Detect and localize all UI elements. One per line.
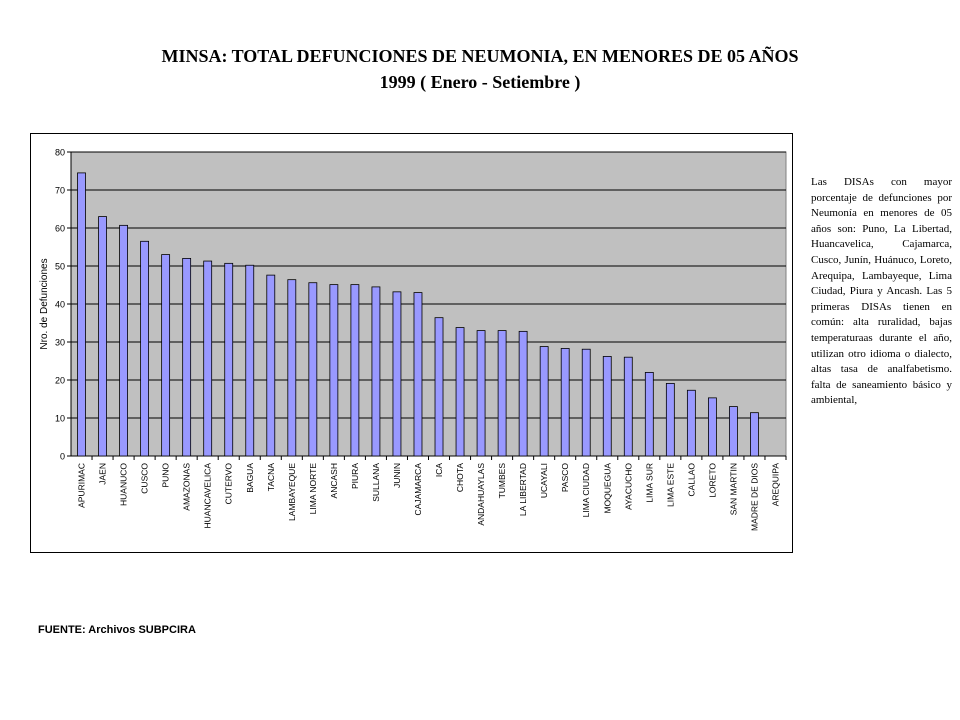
bar — [581, 348, 591, 457]
x-tick-label: ICA — [434, 463, 444, 478]
y-tick-label: 0 — [60, 452, 65, 462]
y-tick-label: 60 — [55, 224, 65, 234]
x-tick-label: AMAZONAS — [182, 463, 192, 511]
x-tick-label: LIMA ESTE — [665, 463, 675, 507]
bar — [413, 292, 423, 457]
bar — [350, 284, 360, 457]
bar — [476, 330, 486, 457]
x-tick-label: APURIMAC — [77, 463, 87, 508]
x-tick-label: CALLAO — [686, 463, 696, 497]
y-axis-label: Nro. de Defunciones — [39, 258, 50, 349]
x-tick-label: HUANUCO — [119, 463, 129, 506]
x-tick-label: HUANCAVELICA — [203, 463, 213, 529]
bar — [602, 356, 612, 457]
bar — [665, 383, 675, 457]
bar — [140, 240, 149, 457]
bar-chart: 0 10 20 30 40 50 60 70 80 Nro. de Defunciones APUR… — [39, 148, 787, 531]
bar — [161, 254, 171, 457]
bar — [287, 279, 297, 457]
x-tick-label: TUMBES — [497, 463, 507, 499]
bar — [434, 317, 444, 457]
bar — [392, 291, 402, 457]
x-tick-label: TACNA — [266, 463, 276, 492]
x-tick-label: UCAYALI — [539, 463, 549, 498]
x-tick-label: LIMA SUR — [644, 463, 654, 503]
bar — [224, 262, 234, 457]
x-tick-label: CHOTA — [455, 463, 465, 492]
x-tick-label: JAEN — [98, 463, 108, 485]
x-tick-label: LAMBAYEQUE — [287, 463, 297, 521]
x-tick-label: ANDAHUAYLAS — [476, 463, 486, 526]
bar — [266, 274, 276, 457]
y-tick-label: 10 — [55, 414, 65, 424]
bar — [708, 397, 717, 457]
chart-title: MINSA: TOTAL DEFUNCIONES DE NEUMONIA, EN… — [161, 46, 799, 66]
bar — [308, 282, 318, 457]
x-tick-label: LORETO — [707, 463, 717, 498]
x-tick-label: PIURA — [350, 463, 360, 489]
x-tick-label: PASCO — [560, 463, 570, 493]
x-tick-label: CUSCO — [140, 463, 150, 494]
x-tick-label: LA LIBERTAD — [518, 463, 528, 516]
y-tick-label: 80 — [55, 148, 65, 158]
y-tick-label: 20 — [55, 376, 65, 386]
bar — [371, 286, 381, 457]
x-tick-label: BAGUA — [245, 463, 255, 493]
bar — [98, 216, 107, 457]
bar — [182, 258, 192, 457]
y-tick-label: 40 — [55, 300, 65, 310]
x-tick-label: ANCASH — [329, 463, 339, 498]
bar — [518, 330, 528, 457]
bar — [497, 330, 507, 457]
bar — [539, 346, 549, 457]
bar — [729, 406, 738, 457]
y-tick-label: 30 — [55, 338, 65, 348]
bar — [455, 327, 465, 457]
x-tick-label: MOQUEGUA — [602, 463, 612, 514]
chart-subtitle: 1999 ( Enero - Setiembre ) — [379, 72, 581, 92]
x-tick-label: CUTERVO — [224, 463, 234, 505]
x-tick-label: LIMA NORTE — [308, 463, 318, 515]
x-tick-label: AYACUCHO — [623, 463, 633, 510]
x-tick-label: SULLANA — [371, 463, 381, 502]
x-tick-label: MADRE DE DIOS — [749, 463, 759, 531]
x-tick-label: AREQUIPA — [770, 463, 780, 507]
annotation-text: Las DISAs con mayor porcentaje de defunc… — [811, 176, 952, 407]
bar — [686, 389, 696, 457]
bar — [644, 371, 654, 457]
bar — [560, 348, 570, 457]
bar — [119, 224, 128, 457]
bar — [77, 172, 86, 457]
x-tick-label: JUNIN — [392, 463, 402, 488]
bar — [203, 260, 213, 457]
x-tick-label: LIMA CIUDAD — [581, 463, 591, 517]
x-tick-label: SAN MARTIN — [728, 463, 738, 515]
bar — [329, 284, 339, 457]
y-tick-label: 50 — [55, 262, 65, 272]
source-note: FUENTE: Archivos SUBPCIRA — [38, 624, 196, 636]
bar — [245, 264, 255, 457]
chart-area: 0 10 20 30 40 50 60 70 80 Nro. de Defunciones APUR… — [30, 133, 793, 553]
x-tick-label: PUNO — [161, 463, 171, 488]
y-tick-label: 70 — [55, 186, 65, 196]
x-tick-label: CAJAMARCA — [413, 463, 423, 516]
bar — [750, 412, 759, 457]
bar — [623, 356, 633, 457]
